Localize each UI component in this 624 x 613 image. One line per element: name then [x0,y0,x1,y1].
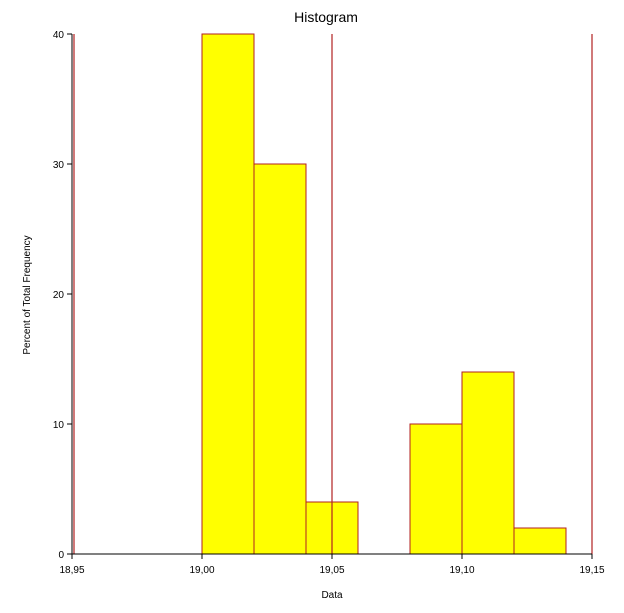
x-tick-label: 19,15 [579,565,604,576]
y-ticks-group: 0 10 20 30 40 [53,30,72,561]
x-axis-label: Data [321,590,343,601]
histogram-bar [253,163,307,555]
x-tick-label: 19,00 [189,565,214,576]
y-tick-label: 10 [53,420,65,431]
chart-title: Histogram [294,9,358,25]
y-tick-label: 20 [53,290,65,301]
y-tick-label: 30 [53,160,65,171]
x-tick-label: 19,05 [319,565,344,576]
x-tick-label: 18,95 [59,565,84,576]
histogram-bar [513,527,567,555]
y-axis-label: Percent of Total Frequency [22,235,33,354]
bars-group [201,33,567,555]
y-tick-label: 40 [53,30,65,41]
histogram-bar [409,423,463,555]
histogram-bar [461,371,515,555]
x-ticks-group: 18,95 19,00 19,05 19,10 19,15 [59,554,605,576]
histogram-bar [201,33,255,555]
y-tick-label: 0 [58,550,64,561]
x-tick-label: 19,10 [449,565,474,576]
reference-lines-group [73,34,593,554]
